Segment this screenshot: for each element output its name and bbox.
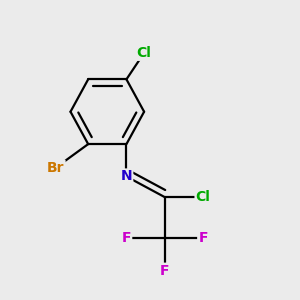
Text: F: F [160,264,169,278]
Text: N: N [121,169,132,184]
Text: Cl: Cl [196,190,210,204]
Text: F: F [122,231,131,245]
Text: F: F [198,231,208,245]
Text: Cl: Cl [137,46,152,60]
Text: Br: Br [47,161,64,175]
